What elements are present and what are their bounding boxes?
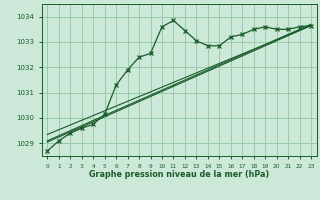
X-axis label: Graphe pression niveau de la mer (hPa): Graphe pression niveau de la mer (hPa) xyxy=(89,170,269,179)
